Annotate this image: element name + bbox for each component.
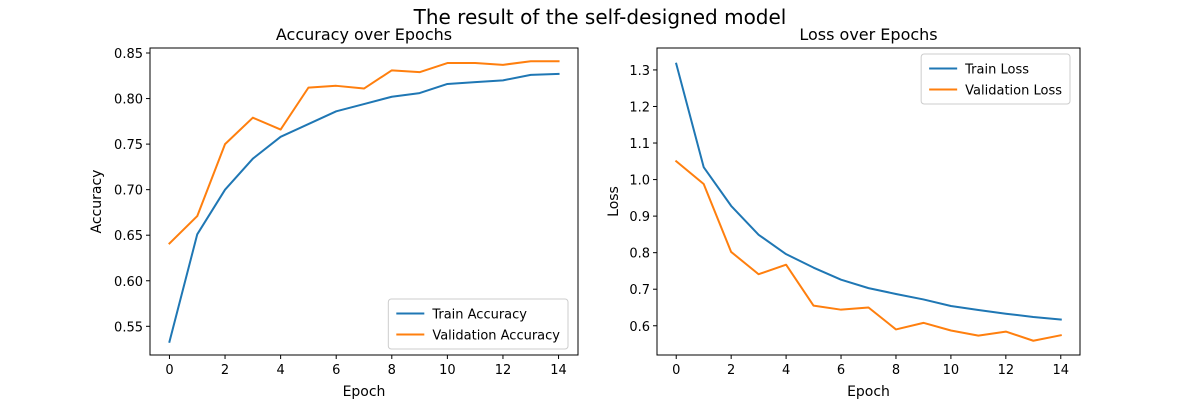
loss-x-tick-label: 12 bbox=[998, 363, 1015, 378]
accuracy-x-tick-label: 0 bbox=[165, 363, 173, 378]
loss-y-tick-label: 0.9 bbox=[629, 210, 650, 225]
accuracy-x-tick-label: 12 bbox=[495, 363, 512, 378]
loss-series-line-2 bbox=[674, 159, 1062, 342]
loss-x-tick-label: 0 bbox=[672, 363, 680, 378]
accuracy-legend-label-2: Validation Accuracy bbox=[432, 329, 560, 344]
loss-y-axis-label: Loss bbox=[606, 186, 622, 217]
loss-legend: Train Loss Validation Loss bbox=[920, 53, 1071, 105]
loss-x-tick-label: 8 bbox=[892, 363, 900, 378]
loss-y-tick-label: 1.3 bbox=[629, 64, 650, 79]
accuracy-y-tick-label: 0.70 bbox=[114, 184, 143, 199]
accuracy-y-tick-label: 0.60 bbox=[114, 275, 143, 290]
accuracy-plot-frame bbox=[149, 47, 579, 356]
loss-plot-frame bbox=[656, 47, 1081, 356]
loss-x-tick-label: 14 bbox=[1052, 363, 1069, 378]
loss-y-tick-label: 1.2 bbox=[629, 100, 650, 115]
loss-y-tick-label: 0.6 bbox=[629, 320, 650, 335]
loss-x-tick-label: 6 bbox=[837, 363, 845, 378]
loss-chart-title: Loss over Epochs bbox=[799, 25, 937, 44]
accuracy-x-tick-label: 14 bbox=[550, 363, 567, 378]
accuracy-x-tick-label: 10 bbox=[439, 363, 456, 378]
accuracy-y-tick-label: 0.55 bbox=[114, 320, 143, 335]
accuracy-x-tick-label: 8 bbox=[388, 363, 396, 378]
accuracy-legend: Train Accuracy Validation Accuracy bbox=[387, 298, 569, 350]
accuracy-x-tick-label: 4 bbox=[276, 363, 284, 378]
loss-x-tick-label: 10 bbox=[943, 363, 960, 378]
loss-y-tick-label: 1.1 bbox=[629, 137, 650, 152]
accuracy-y-tick-label: 0.65 bbox=[114, 229, 143, 244]
loss-x-tick-label: 4 bbox=[782, 363, 790, 378]
loss-y-tick-label: 1.0 bbox=[629, 174, 650, 189]
loss-y-tick-label: 0.8 bbox=[629, 247, 650, 262]
loss-y-tick-label: 0.7 bbox=[629, 283, 650, 298]
accuracy-x-axis-label: Epoch bbox=[343, 384, 386, 400]
accuracy-y-tick-label: 0.75 bbox=[114, 138, 143, 153]
loss-legend-box bbox=[920, 53, 1071, 105]
accuracy-y-tick-label: 0.80 bbox=[114, 93, 143, 108]
loss-chart: Loss over Epochs 0 2 4 6 8 10 12 14 0.6 0.7 0.8 0.9 1… bbox=[606, 25, 1081, 400]
accuracy-legend-label-1: Train Accuracy bbox=[431, 308, 527, 323]
accuracy-y-tick-label: 0.85 bbox=[114, 47, 143, 62]
accuracy-x-tick-label: 2 bbox=[221, 363, 229, 378]
accuracy-series-line-1 bbox=[168, 72, 560, 344]
accuracy-legend-box bbox=[387, 298, 569, 350]
loss-x-tick-label: 2 bbox=[727, 363, 735, 378]
loss-series-line-1 bbox=[675, 62, 1062, 321]
accuracy-y-axis-label: Accuracy bbox=[89, 170, 105, 234]
loss-legend-label-2: Validation Loss bbox=[965, 84, 1062, 99]
loss-x-axis-label: Epoch bbox=[847, 384, 890, 400]
figure-title: The result of the self-designed model bbox=[413, 5, 787, 29]
loss-legend-label-1: Train Loss bbox=[964, 63, 1029, 78]
accuracy-x-tick-label: 6 bbox=[332, 363, 340, 378]
accuracy-series-line-2 bbox=[168, 60, 560, 245]
accuracy-chart: Accuracy over Epochs 0 2 4 6 8 10 12 14 0.55 0.60 0… bbox=[89, 25, 579, 400]
accuracy-chart-title: Accuracy over Epochs bbox=[276, 25, 452, 44]
